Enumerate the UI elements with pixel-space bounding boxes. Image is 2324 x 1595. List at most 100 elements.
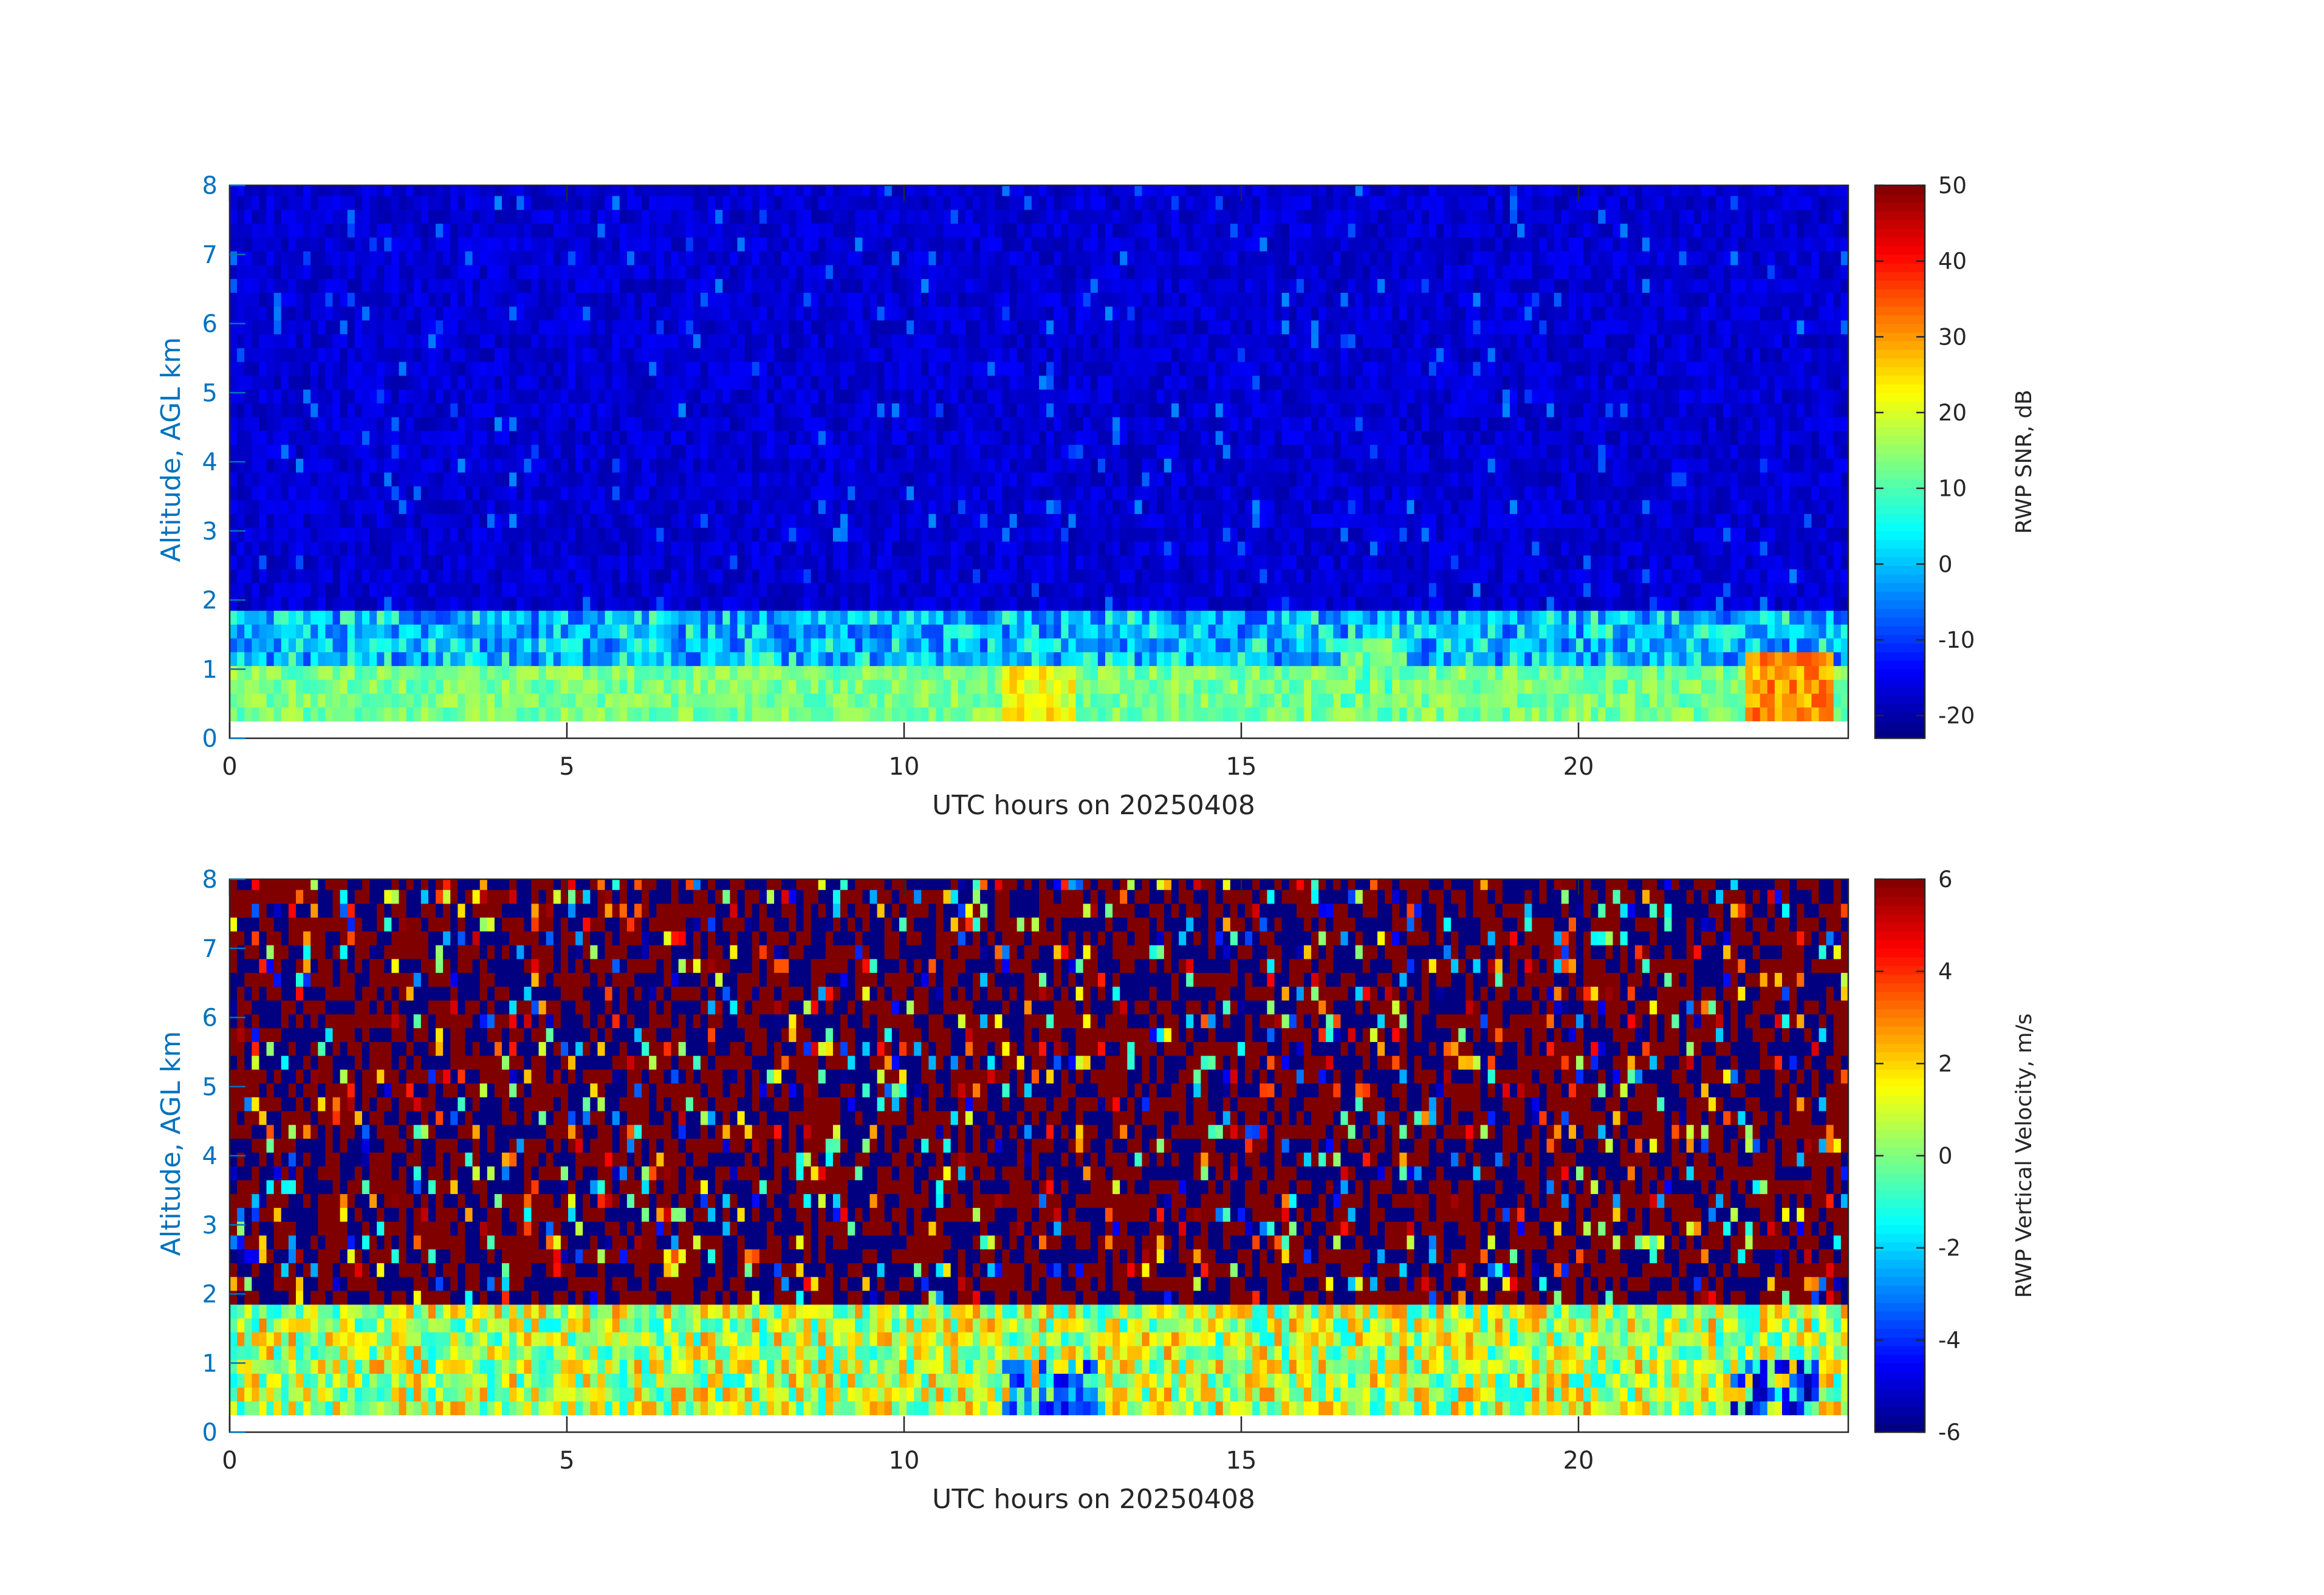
heatmap-cell [288, 638, 296, 653]
heatmap-cell [1164, 320, 1172, 335]
heatmap-cell [450, 624, 458, 639]
heatmap-cell [744, 513, 753, 528]
heatmap-cell [1054, 362, 1061, 376]
heatmap-cell [458, 362, 466, 376]
heatmap-cell [943, 665, 951, 680]
heatmap-cell [406, 610, 414, 625]
heatmap-cell [406, 348, 414, 362]
heatmap-cell [318, 665, 326, 680]
heatmap-cell [1149, 209, 1157, 224]
heatmap-cell [1075, 513, 1084, 528]
heatmap-cell [531, 348, 540, 362]
heatmap-cell [575, 320, 583, 335]
heatmap-cell [354, 444, 363, 459]
heatmap-cell [700, 251, 708, 266]
heatmap-cell [420, 610, 429, 625]
heatmap-cell [377, 251, 385, 266]
heatmap-cell [818, 264, 826, 280]
heatmap-cell [237, 541, 245, 556]
heatmap-cell [832, 209, 841, 224]
heatmap-cell [1142, 403, 1150, 417]
heatmap-cell [958, 472, 966, 487]
heatmap-cell [855, 196, 863, 210]
heatmap-cell [524, 223, 532, 238]
heatmap-cell [619, 348, 628, 362]
heatmap-cell [590, 444, 598, 459]
heatmap-cell [869, 651, 878, 667]
heatmap-cell [420, 527, 429, 542]
heatmap-cell [605, 665, 613, 680]
heatmap-cell [752, 679, 760, 694]
heatmap-cell [546, 237, 554, 252]
heatmap-cell [612, 458, 620, 473]
heatmap-cell [700, 472, 708, 487]
heatmap-cell [524, 665, 532, 680]
heatmap-cell [862, 624, 871, 639]
heatmap-cell [560, 596, 569, 611]
heatmap-cell [649, 362, 657, 376]
heatmap-cell [273, 417, 282, 431]
heatmap-cell [354, 251, 363, 266]
heatmap-cell [671, 555, 679, 569]
heatmap-cell [803, 638, 812, 653]
heatmap-cell [560, 610, 569, 625]
heatmap-cell [295, 430, 304, 445]
heatmap-cell [377, 651, 385, 667]
heatmap-cell [318, 527, 326, 542]
heatmap-cell [1090, 624, 1099, 639]
heatmap-cell [995, 444, 1003, 459]
heatmap-cell [1046, 541, 1054, 556]
heatmap-cell [855, 389, 863, 403]
heatmap-cell [656, 651, 665, 667]
heatmap-cell [685, 472, 694, 487]
heatmap-cell [744, 264, 753, 280]
heatmap-cell [1097, 403, 1106, 417]
heatmap-cell [531, 251, 540, 266]
heatmap-cell [1039, 569, 1047, 583]
heatmap-cell [965, 185, 973, 196]
heatmap-cell [1164, 679, 1172, 694]
heatmap-cell [671, 403, 679, 417]
heatmap-cell [987, 458, 995, 473]
heatmap-cell [325, 596, 334, 611]
heatmap-cell [281, 417, 289, 431]
heatmap-cell [995, 665, 1003, 680]
heatmap-cell [803, 458, 812, 473]
heatmap-cell [406, 278, 414, 293]
heatmap-cell [803, 278, 812, 293]
heatmap-cell [811, 485, 819, 501]
heatmap-cell [318, 237, 326, 252]
heatmap-cell [281, 665, 289, 680]
heatmap-cell [288, 196, 296, 210]
heatmap-cell [803, 237, 812, 252]
heatmap-cell [575, 541, 583, 556]
heatmap-cell [980, 485, 988, 501]
heatmap-cell [737, 403, 746, 417]
heatmap-cell [502, 223, 510, 238]
heatmap-cell [597, 306, 606, 321]
heatmap-cell [1142, 306, 1150, 321]
heatmap-cell [310, 348, 318, 362]
heatmap-cell [303, 444, 311, 459]
heatmap-cell [862, 185, 871, 196]
heatmap-cell [1120, 651, 1128, 667]
heatmap-cell [848, 472, 855, 487]
heatmap-cell [891, 209, 900, 224]
heatmap-cell [443, 458, 451, 473]
heatmap-cell [230, 527, 238, 542]
heatmap-cell [266, 185, 275, 196]
heatmap-cell [399, 610, 407, 625]
heatmap-cell [921, 237, 929, 252]
heatmap-cell [1097, 583, 1106, 597]
heatmap-cell [509, 651, 517, 667]
heatmap-cell [1046, 196, 1054, 210]
heatmap-cell [825, 251, 834, 266]
heatmap-cell [685, 651, 694, 667]
heatmap-cell [450, 417, 458, 431]
heatmap-cell [973, 209, 981, 224]
heatmap-cell [281, 583, 289, 597]
heatmap-cell [318, 375, 326, 390]
heatmap-cell [649, 596, 657, 611]
heatmap-cell [252, 237, 260, 252]
heatmap-cell [340, 417, 348, 431]
